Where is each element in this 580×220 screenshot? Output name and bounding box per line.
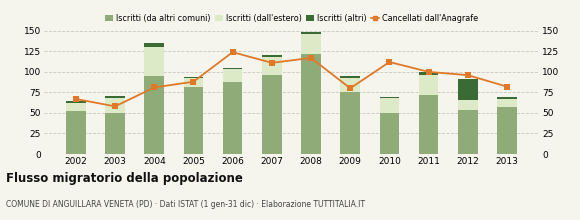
- Bar: [340, 78, 360, 92]
- Bar: [262, 75, 282, 154]
- Bar: [497, 107, 517, 154]
- Bar: [380, 113, 399, 154]
- Bar: [458, 110, 478, 154]
- Bar: [223, 82, 242, 154]
- Bar: [262, 57, 282, 75]
- Bar: [458, 100, 478, 110]
- Bar: [66, 111, 86, 154]
- Bar: [184, 87, 203, 154]
- Bar: [380, 97, 399, 98]
- Bar: [184, 79, 203, 87]
- Bar: [497, 97, 517, 99]
- Bar: [144, 43, 164, 47]
- Text: COMUNE DI ANGUILLARA VENETA (PD) · Dati ISTAT (1 gen-31 dic) · Elaborazione TUTT: COMUNE DI ANGUILLARA VENETA (PD) · Dati …: [6, 200, 365, 209]
- Bar: [262, 55, 282, 57]
- Bar: [105, 98, 125, 113]
- Bar: [340, 76, 360, 78]
- Bar: [497, 99, 517, 107]
- Bar: [105, 113, 125, 154]
- Bar: [419, 95, 438, 154]
- Legend: Iscritti (da altri comuni), Iscritti (dall'estero), Iscritti (altri), Cancellati: Iscritti (da altri comuni), Iscritti (da…: [105, 14, 478, 23]
- Bar: [66, 101, 86, 103]
- Bar: [380, 98, 399, 113]
- Bar: [144, 47, 164, 76]
- Bar: [223, 69, 242, 82]
- Bar: [301, 34, 321, 54]
- Bar: [144, 76, 164, 154]
- Bar: [301, 54, 321, 154]
- Bar: [223, 68, 242, 69]
- Text: Flusso migratorio della popolazione: Flusso migratorio della popolazione: [6, 172, 242, 185]
- Bar: [66, 103, 86, 111]
- Bar: [105, 96, 125, 98]
- Bar: [301, 32, 321, 34]
- Bar: [340, 92, 360, 154]
- Bar: [419, 75, 438, 95]
- Bar: [184, 77, 203, 79]
- Bar: [419, 72, 438, 75]
- Bar: [458, 79, 478, 100]
